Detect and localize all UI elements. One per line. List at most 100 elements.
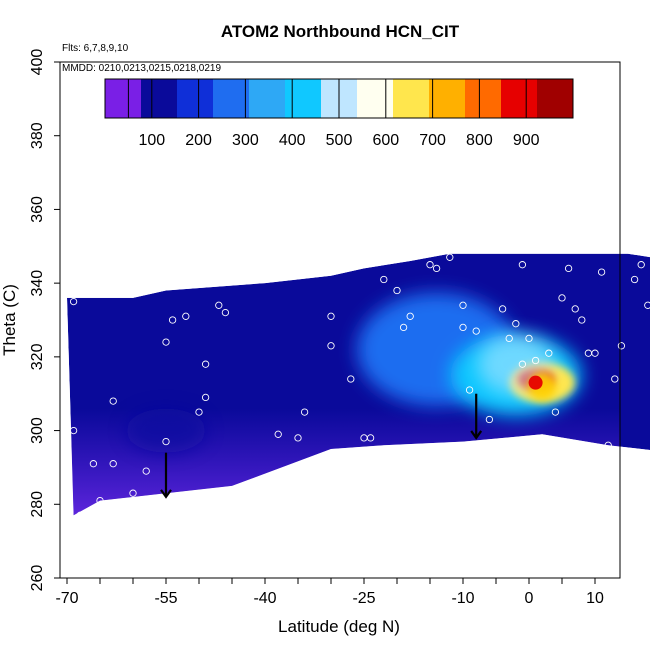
data-point <box>142 467 150 475</box>
data-point <box>498 305 507 313</box>
low-patch <box>126 408 206 453</box>
data-point <box>399 323 408 332</box>
colorbar-segment <box>393 79 430 118</box>
data-point <box>162 338 170 346</box>
data-point <box>578 316 586 324</box>
data-point <box>182 312 190 320</box>
data-point <box>564 264 573 273</box>
y-axis-label: Theta (C) <box>0 284 19 356</box>
colorbar-tick-label: 100 <box>138 132 165 149</box>
data-point <box>221 308 230 317</box>
data-point <box>485 415 494 424</box>
data-point <box>294 434 302 442</box>
arrow-head <box>160 489 172 499</box>
data-point <box>201 360 210 368</box>
arrow-head <box>470 430 483 440</box>
data-point <box>644 301 650 309</box>
data-point <box>76 511 84 519</box>
plot-frame <box>59 61 621 579</box>
colorbar-tick-label: 200 <box>185 132 212 149</box>
data-point <box>69 426 78 435</box>
data-point <box>531 356 540 365</box>
data-point <box>406 312 414 320</box>
data-point <box>637 261 645 269</box>
colorbar-segment <box>105 79 142 118</box>
data-point <box>366 434 375 442</box>
y-axis-tick-label: 380 <box>29 122 46 149</box>
x-axis-tick-label: -40 <box>253 590 276 607</box>
data-point <box>327 312 335 320</box>
data-point <box>109 460 117 468</box>
data-point <box>89 460 98 468</box>
colorbar-segment <box>465 79 502 118</box>
y-axis-tick-label: 260 <box>29 565 46 592</box>
data-point <box>168 316 177 324</box>
data-point <box>630 275 639 284</box>
hotspot-peak <box>528 375 543 390</box>
x-axis-tick-label: 10 <box>586 590 604 607</box>
data-point <box>432 264 441 273</box>
x-axis-label: Latitude (deg N) <box>278 617 400 636</box>
data-point <box>591 349 599 357</box>
data-point <box>459 323 467 332</box>
x-axis-tick-label: -10 <box>451 590 474 607</box>
data-point <box>426 261 434 269</box>
colorbar-segment <box>537 79 574 118</box>
data-point <box>261 478 269 486</box>
y-axis-tick-label: 360 <box>29 196 46 223</box>
data-point <box>446 253 454 261</box>
dates-annotation: MMDD: 0210,0213,0215,0218,0219 <box>62 63 221 74</box>
data-point <box>617 342 626 350</box>
colorbar-segment <box>249 79 286 118</box>
data-points <box>69 253 650 519</box>
x-axis: -70-55-40-25-1001020304050607080 <box>55 578 604 607</box>
colorbar-segment <box>501 79 538 118</box>
heatmap-field <box>67 253 650 519</box>
data-point <box>327 342 335 350</box>
data-point <box>459 301 467 309</box>
data-point <box>300 408 309 416</box>
data-point <box>215 301 223 309</box>
data-point <box>234 275 243 284</box>
colorbar-segment <box>429 79 466 118</box>
data-point <box>518 360 527 368</box>
y-axis-tick-label: 280 <box>29 491 46 518</box>
data-point <box>472 327 480 335</box>
colorbar-tick-label: 400 <box>279 132 306 149</box>
data-point <box>109 397 117 405</box>
data-point <box>201 393 210 402</box>
data-point <box>505 334 513 343</box>
data-point <box>571 305 579 313</box>
data-point <box>380 275 388 284</box>
x-axis-tick-label: 0 <box>525 590 534 607</box>
colorbar-segment <box>141 79 178 118</box>
colorbar-segment <box>213 79 250 118</box>
chart-title: ATOM2 Northbound HCN_CIT <box>221 22 460 41</box>
colorbar-tick-label: 300 <box>232 132 259 149</box>
data-point <box>604 441 612 449</box>
y-axis-tick-label: 340 <box>29 270 46 297</box>
data-point <box>195 408 203 416</box>
data-point <box>518 261 527 269</box>
data-point <box>274 430 282 438</box>
arrows <box>160 393 483 499</box>
data-point <box>558 294 566 302</box>
data-point <box>545 349 553 357</box>
colorbar-segment <box>177 79 214 118</box>
colorbar-tick-label: 800 <box>466 132 493 149</box>
data-point <box>129 489 137 497</box>
x-axis-tick-label: -25 <box>352 590 375 607</box>
data-point <box>393 286 401 295</box>
colorbar-segment <box>357 79 394 118</box>
colorbar-tick-label: 900 <box>513 132 540 149</box>
colorbar: 100 200 300 400 500 600 700 800 900 <box>104 78 574 149</box>
colorbar-segment <box>285 79 322 118</box>
y-axis-tick-label: 400 <box>29 49 46 76</box>
data-point <box>597 268 606 276</box>
data-point <box>551 408 560 416</box>
data-point <box>525 334 533 343</box>
data-point <box>611 375 619 383</box>
data-point <box>96 496 104 505</box>
x-axis-tick-label: -55 <box>154 590 177 607</box>
